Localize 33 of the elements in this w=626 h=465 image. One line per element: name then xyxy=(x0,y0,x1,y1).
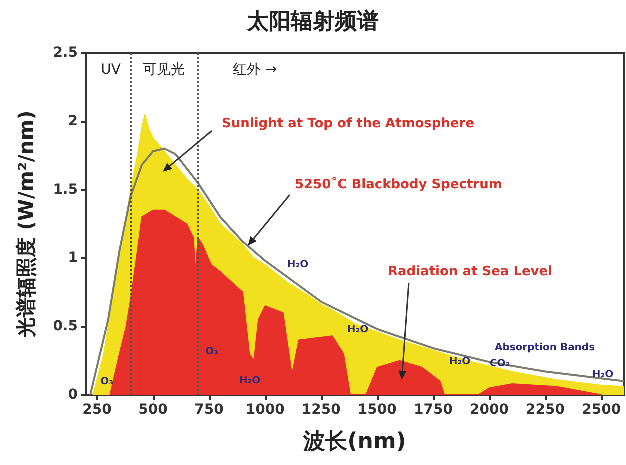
annotation: H₂O xyxy=(287,260,309,270)
x-tick-label: 1000 xyxy=(246,402,286,418)
chart-title: 太阳辐射频谱 xyxy=(246,8,379,34)
annotation: H₂O xyxy=(592,370,614,380)
annotation: Sunlight at Top of the Atmosphere xyxy=(222,116,475,132)
annotation: H₂O xyxy=(239,376,261,386)
x-tick-label: 500 xyxy=(138,402,168,418)
y-tick-label: 1 xyxy=(68,250,78,266)
annotation: 可见光 xyxy=(143,62,185,78)
annotation: Radiation at Sea Level xyxy=(388,264,553,280)
y-tick-label: 0.5 xyxy=(53,318,78,335)
annotation: H₂O xyxy=(449,356,471,368)
x-tick-label: 2000 xyxy=(470,402,510,418)
annotation: Absorption Bands xyxy=(494,342,596,354)
x-axis-title: 波长(nm) xyxy=(302,430,406,454)
x-tick-label: 750 xyxy=(194,402,224,418)
x-tick-label: 1750 xyxy=(414,402,454,418)
annotation: 红外 → xyxy=(232,62,278,78)
y-axis-title: 光谱辐照度 (W/m²/nm) xyxy=(14,110,38,338)
annotation: 5250˚C Blackbody Spectrum xyxy=(295,176,502,192)
x-tick-label: 1500 xyxy=(358,402,398,418)
y-tick-label: 2 xyxy=(68,113,78,130)
y-tick-label: 2.5 xyxy=(53,45,78,61)
y-tick-label: 0 xyxy=(68,387,78,403)
annotation: O₃ xyxy=(100,376,114,388)
annotation: O₃ xyxy=(206,346,218,358)
x-tick-label: 1250 xyxy=(302,402,342,418)
x-tick-label: 2250 xyxy=(526,402,566,418)
annotation: UV xyxy=(101,62,122,78)
y-tick-label: 1.5 xyxy=(53,182,78,198)
x-tick-label: 2500 xyxy=(582,402,622,418)
annotation: H₂O xyxy=(347,324,369,336)
x-tick-label: 250 xyxy=(82,402,112,418)
